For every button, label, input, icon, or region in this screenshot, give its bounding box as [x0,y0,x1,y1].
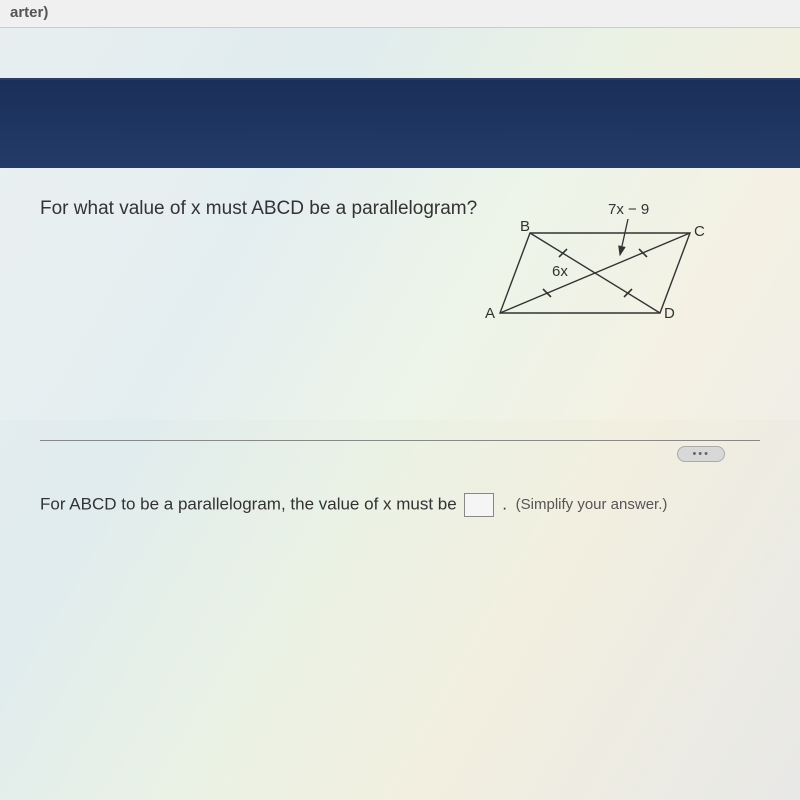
header-blue-bar [0,78,800,168]
answer-row: For ABCD to be a parallelogram, the valu… [0,458,800,552]
vertex-c-label: C [694,223,705,240]
label-6x: 6x [552,263,568,280]
answer-suffix: . [502,494,507,513]
vertex-b-label: B [520,218,530,235]
vertex-d-label: D [664,305,675,322]
tick-ac-1 [543,289,551,297]
expression-7x-9: 7x − 9 [608,201,649,218]
vertex-a-label: A [485,305,495,322]
answer-input[interactable] [464,493,494,517]
parallelogram-figure: 7x − 9 [480,213,720,353]
label-arrow [620,219,628,255]
section-divider [40,440,760,441]
answer-prefix: For ABCD to be a parallelogram, the valu… [40,494,457,513]
content-area: For what value of x must ABCD be a paral… [0,78,800,552]
more-button[interactable]: ••• [677,446,725,462]
browser-tab-fragment: arter) [0,0,800,28]
answer-hint: (Simplify your answer.) [516,496,668,513]
tick-ac-2 [639,249,647,257]
tab-title-fragment: arter) [10,4,48,21]
diagonal-bd [530,233,660,313]
question-panel: For what value of x must ABCD be a paral… [0,168,800,420]
parallelogram-svg [480,213,720,353]
